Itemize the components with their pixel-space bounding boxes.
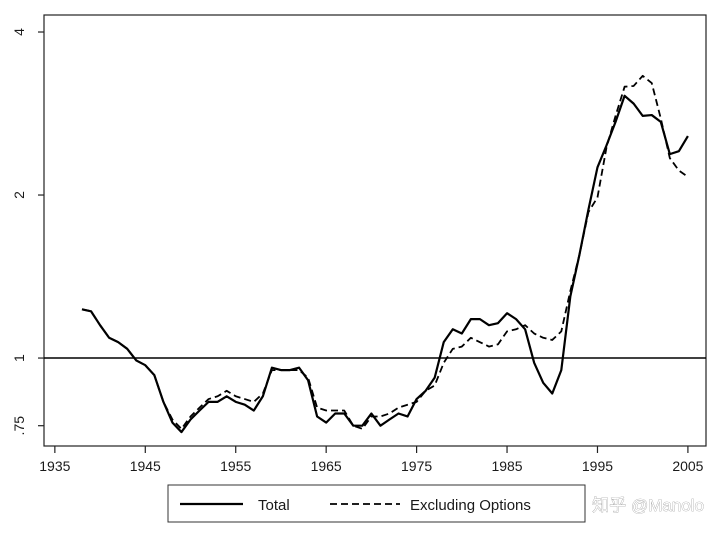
x-tick-label: 1975 bbox=[401, 458, 432, 474]
x-tick-label: 1985 bbox=[491, 458, 522, 474]
x-tick-label: 1995 bbox=[582, 458, 613, 474]
y-tick-label: .75 bbox=[11, 416, 27, 436]
y-tick-label: 2 bbox=[11, 191, 27, 199]
x-tick-label: 1955 bbox=[220, 458, 251, 474]
series-layer bbox=[81, 74, 689, 434]
x-tick-label: 1945 bbox=[130, 458, 161, 474]
x-tick-label: 2005 bbox=[672, 458, 703, 474]
legend-label-total: Total bbox=[258, 497, 290, 514]
plot-frame bbox=[43, 14, 707, 447]
legend: Total Excluding Options bbox=[167, 484, 586, 523]
series-line-total bbox=[81, 94, 689, 434]
y-tick-label: 1 bbox=[11, 354, 27, 362]
y-axis: 421.75 bbox=[11, 28, 44, 436]
watermark: 知乎 @Manolo bbox=[592, 496, 704, 515]
legend-label-excluding-options: Excluding Options bbox=[410, 497, 531, 514]
x-tick-label: 1965 bbox=[311, 458, 342, 474]
x-axis: 1935 1945 1955 1965 1975 1985 1995 2005 bbox=[39, 446, 704, 474]
series-line-excluding-options bbox=[81, 74, 689, 430]
y-tick-label: 4 bbox=[11, 28, 27, 36]
x-tick-label: 1935 bbox=[39, 458, 70, 474]
